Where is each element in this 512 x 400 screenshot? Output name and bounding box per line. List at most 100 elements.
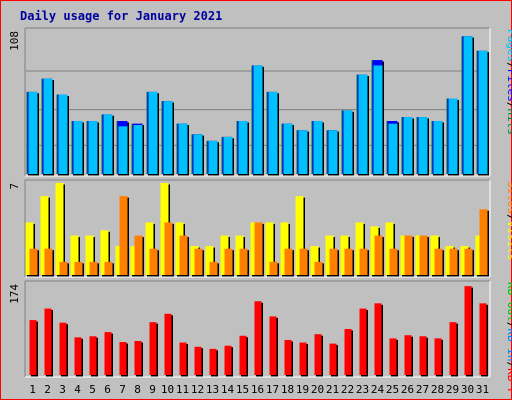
bar-visits-day-17 (265, 222, 275, 277)
legend-visits-sites: Sites/Visits (505, 181, 512, 261)
bar-pages-day-17 (268, 91, 279, 176)
bar-sites-day-10 (164, 222, 174, 277)
bar-pages-day-20 (313, 121, 324, 176)
legend-separator: / (505, 362, 512, 369)
bar-kbf-day-21 (329, 343, 338, 377)
bar-sites-day-11 (179, 235, 189, 277)
x-label-day-6: 6 (104, 383, 111, 396)
bar-kbf-day-24 (374, 303, 383, 377)
bar-kbf-day-7 (119, 342, 128, 377)
bar-pages-day-11 (178, 123, 189, 176)
bar-kbf-day-30 (464, 286, 473, 377)
bar-kbf-day-20 (314, 334, 323, 377)
bar-kbf-day-27 (419, 336, 428, 377)
bar-kbf-day-8 (134, 341, 143, 377)
x-label-day-11: 11 (176, 383, 189, 396)
bar-pages-day-6 (103, 114, 114, 176)
bar-sites-day-5 (89, 261, 99, 277)
bar-kbf-day-31 (479, 303, 488, 377)
bar-kbf-day-23 (359, 308, 368, 377)
bar-pages-day-15 (238, 121, 249, 176)
bar-pages-day-23 (358, 74, 369, 176)
x-label-day-31: 31 (476, 383, 489, 396)
x-label-day-21: 21 (326, 383, 339, 396)
bar-sites-day-28 (434, 248, 444, 277)
bar-sites-day-22 (344, 248, 354, 277)
legend-separator: / (505, 214, 512, 221)
bar-pages-day-13 (208, 140, 219, 176)
bar-sites-day-26 (404, 235, 414, 277)
x-label-day-9: 9 (149, 383, 156, 396)
bar-pages-day-19 (298, 130, 309, 176)
panel-visits-sites: 7 Sites/Visits (8, 179, 512, 278)
bar-sites-day-30 (464, 248, 474, 277)
bar-sites-day-15 (239, 248, 249, 277)
bar-kbf-day-11 (179, 342, 188, 377)
x-label-day-25: 25 (386, 383, 399, 396)
bar-kbf-day-25 (389, 338, 398, 377)
x-label-day-3: 3 (59, 383, 66, 396)
bar-pages-day-25 (388, 123, 399, 176)
bar-kbf-day-15 (239, 335, 248, 377)
legend-item: Sites (505, 181, 512, 214)
bar-pages-day-2 (43, 78, 54, 176)
bar-pages-day-29 (448, 98, 459, 176)
bar-kbf-day-14 (224, 345, 233, 377)
bar-visits-day-19 (295, 196, 305, 277)
bar-sites-day-8 (134, 235, 144, 277)
x-label-day-30: 30 (461, 383, 474, 396)
x-label-day-26: 26 (401, 383, 414, 396)
y-max-label: 7 (8, 183, 21, 190)
bar-kbf-day-18 (284, 339, 293, 377)
bar-pages-day-26 (403, 117, 414, 176)
x-label-day-24: 24 (371, 383, 385, 396)
bar-pages-day-18 (283, 123, 294, 176)
bar-sites-day-25 (389, 248, 399, 277)
bar-pages-day-8 (133, 125, 144, 176)
bar-sites-day-17 (269, 261, 279, 277)
bar-kbf-day-9 (149, 322, 158, 377)
bar-kbf-day-12 (194, 346, 203, 377)
bar-pages-day-30 (463, 36, 474, 176)
bar-pages-day-24 (373, 65, 384, 176)
bar-sites-day-21 (329, 248, 339, 277)
legend-item: Files (505, 69, 512, 102)
bar-pages-day-4 (73, 121, 84, 176)
bar-kbf-day-19 (299, 342, 308, 377)
bar-kbf-day-16 (254, 301, 263, 377)
bar-kbf-day-28 (434, 338, 443, 377)
chart-title: Daily usage for January 2021 (20, 9, 222, 23)
bar-sites-day-23 (359, 248, 369, 277)
bar-sites-day-3 (59, 261, 69, 277)
x-label-day-18: 18 (281, 383, 294, 396)
bar-sites-day-31 (479, 209, 489, 277)
bar-kbf-day-2 (44, 308, 53, 377)
x-label-day-7: 7 (119, 383, 126, 396)
bar-pages-day-22 (343, 110, 354, 176)
bar-visits-day-2 (40, 196, 50, 277)
bar-kbf-day-29 (449, 322, 458, 377)
bar-sites-day-19 (299, 248, 309, 277)
bar-pages-day-3 (58, 94, 69, 176)
bar-kbf-day-5 (89, 336, 98, 377)
legend-separator: / (505, 322, 512, 329)
x-label-day-29: 29 (446, 383, 459, 396)
bar-sites-day-29 (449, 248, 459, 277)
x-label-day-14: 14 (221, 383, 235, 396)
bar-visits-day-3 (55, 183, 65, 277)
bar-pages-day-21 (328, 130, 339, 176)
x-label-day-2: 2 (44, 383, 51, 396)
x-label-day-5: 5 (89, 383, 96, 396)
legend-kb-volume: KB Out/KB In/KB F (505, 282, 512, 395)
legend-item: KB F (505, 368, 512, 395)
x-label-day-12: 12 (191, 383, 204, 396)
bar-kbf-day-13 (209, 348, 218, 377)
bar-visits-day-4 (70, 235, 80, 277)
x-label-day-27: 27 (416, 383, 429, 396)
bar-sites-day-12 (194, 248, 204, 277)
bar-kbf-day-4 (74, 337, 83, 377)
bar-sites-day-13 (209, 261, 219, 277)
x-label-day-13: 13 (206, 383, 219, 396)
bar-kbf-day-3 (59, 322, 68, 377)
